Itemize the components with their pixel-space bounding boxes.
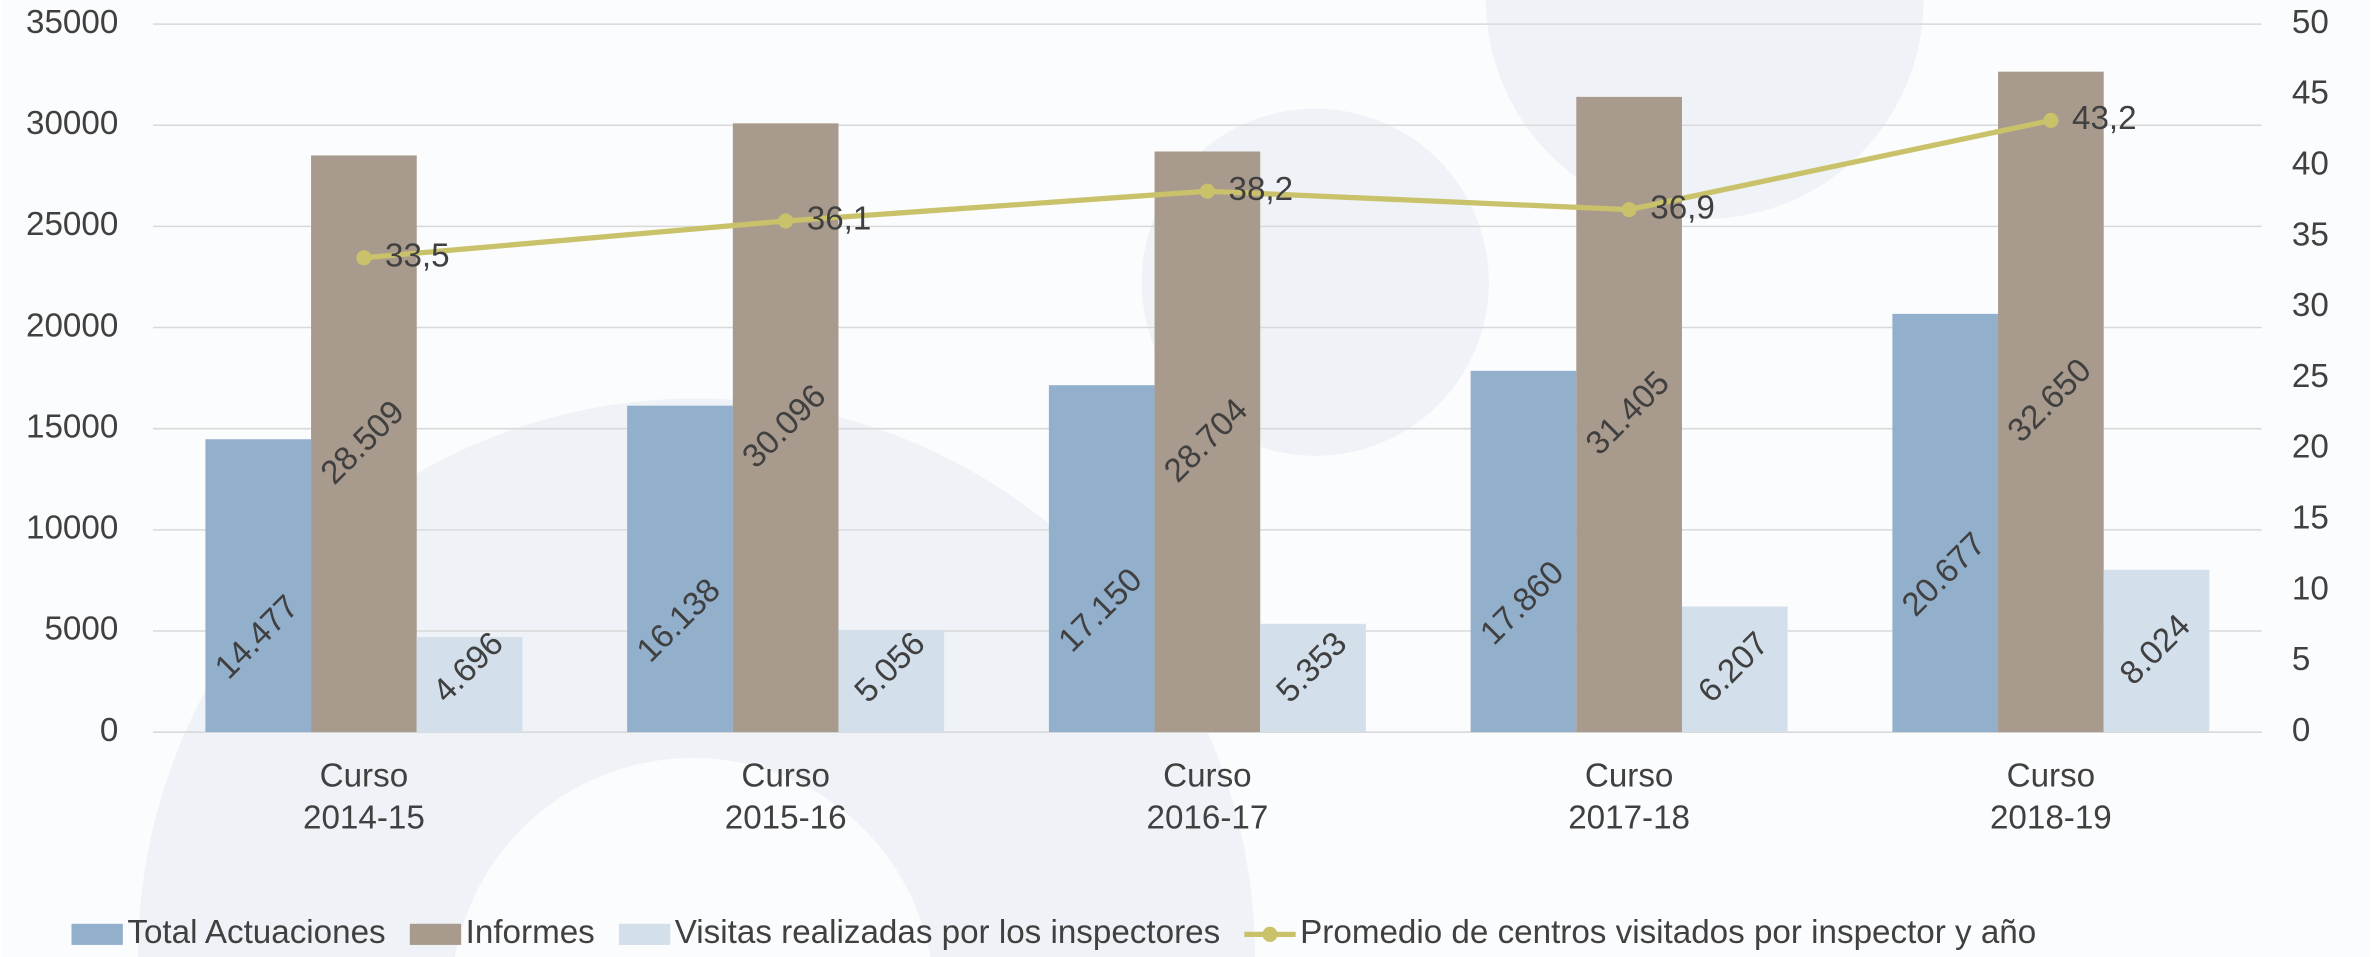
x-tick-label: Curso 2018-19	[1990, 757, 2112, 836]
line-point	[1621, 202, 1637, 218]
y-tick-label: 20000	[26, 307, 118, 344]
bar	[2103, 569, 2210, 733]
y2-tick-label: 0	[2292, 712, 2310, 749]
y2-tick-label: 45	[2292, 75, 2329, 112]
y2-tick-label: 30	[2292, 287, 2329, 324]
legend-marker	[1262, 926, 1278, 942]
bar	[1998, 71, 2104, 733]
y-tick-label: 10000	[26, 510, 118, 547]
y-tick-label: 5000	[44, 611, 118, 648]
y-tick-label: 35000	[26, 4, 118, 41]
y-tick-label: 25000	[26, 206, 118, 243]
bar	[838, 629, 945, 733]
y-tick-label: 15000	[26, 408, 118, 445]
x-tick-label: Curso 2015-16	[725, 757, 847, 836]
data-label: 36,1	[807, 201, 872, 238]
line-point	[1199, 183, 1215, 199]
bar	[1048, 385, 1155, 733]
x-tick-label: Curso 2014-15	[303, 757, 425, 836]
legend-marker	[409, 923, 462, 945]
bar	[627, 405, 733, 733]
y2-tick-label: 15	[2292, 499, 2329, 536]
data-label: 43,2	[2072, 100, 2137, 137]
data-label: 38,2	[1229, 171, 1294, 208]
line-point	[356, 250, 372, 266]
legend-label: Informes	[466, 914, 595, 951]
line-point	[2043, 112, 2059, 128]
data-label: 33,5	[385, 238, 450, 275]
y-tick-label: 30000	[26, 105, 118, 142]
legend-marker	[71, 923, 123, 945]
line-point	[778, 213, 794, 229]
y2-tick-label: 50	[2292, 4, 2329, 41]
y2-tick-label: 40	[2292, 146, 2329, 183]
bar	[1470, 370, 1577, 733]
bar	[1260, 623, 1366, 733]
bar	[1154, 151, 1261, 733]
y2-tick-label: 5	[2292, 641, 2310, 678]
y2-tick-label: 10	[2292, 570, 2329, 607]
legend-label: Visitas realizadas por los inspectores	[675, 914, 1220, 951]
bar	[1892, 313, 1999, 733]
x-tick-label: Curso 2017-18	[1568, 757, 1690, 836]
legend-label: Total Actuaciones	[127, 914, 385, 951]
data-label: 36,9	[1650, 189, 1715, 226]
legend-label: Promedio de centros visitados por inspec…	[1300, 914, 2036, 951]
y2-tick-label: 25	[2292, 358, 2329, 395]
y2-tick-label: 20	[2292, 429, 2329, 466]
bar	[1681, 606, 1788, 733]
x-tick-label: Curso 2016-17	[1146, 757, 1268, 836]
bar	[416, 637, 523, 733]
y-tick-label: 0	[100, 712, 118, 749]
y2-tick-label: 35	[2292, 216, 2329, 253]
legend-marker	[618, 923, 671, 945]
bar	[205, 439, 312, 733]
